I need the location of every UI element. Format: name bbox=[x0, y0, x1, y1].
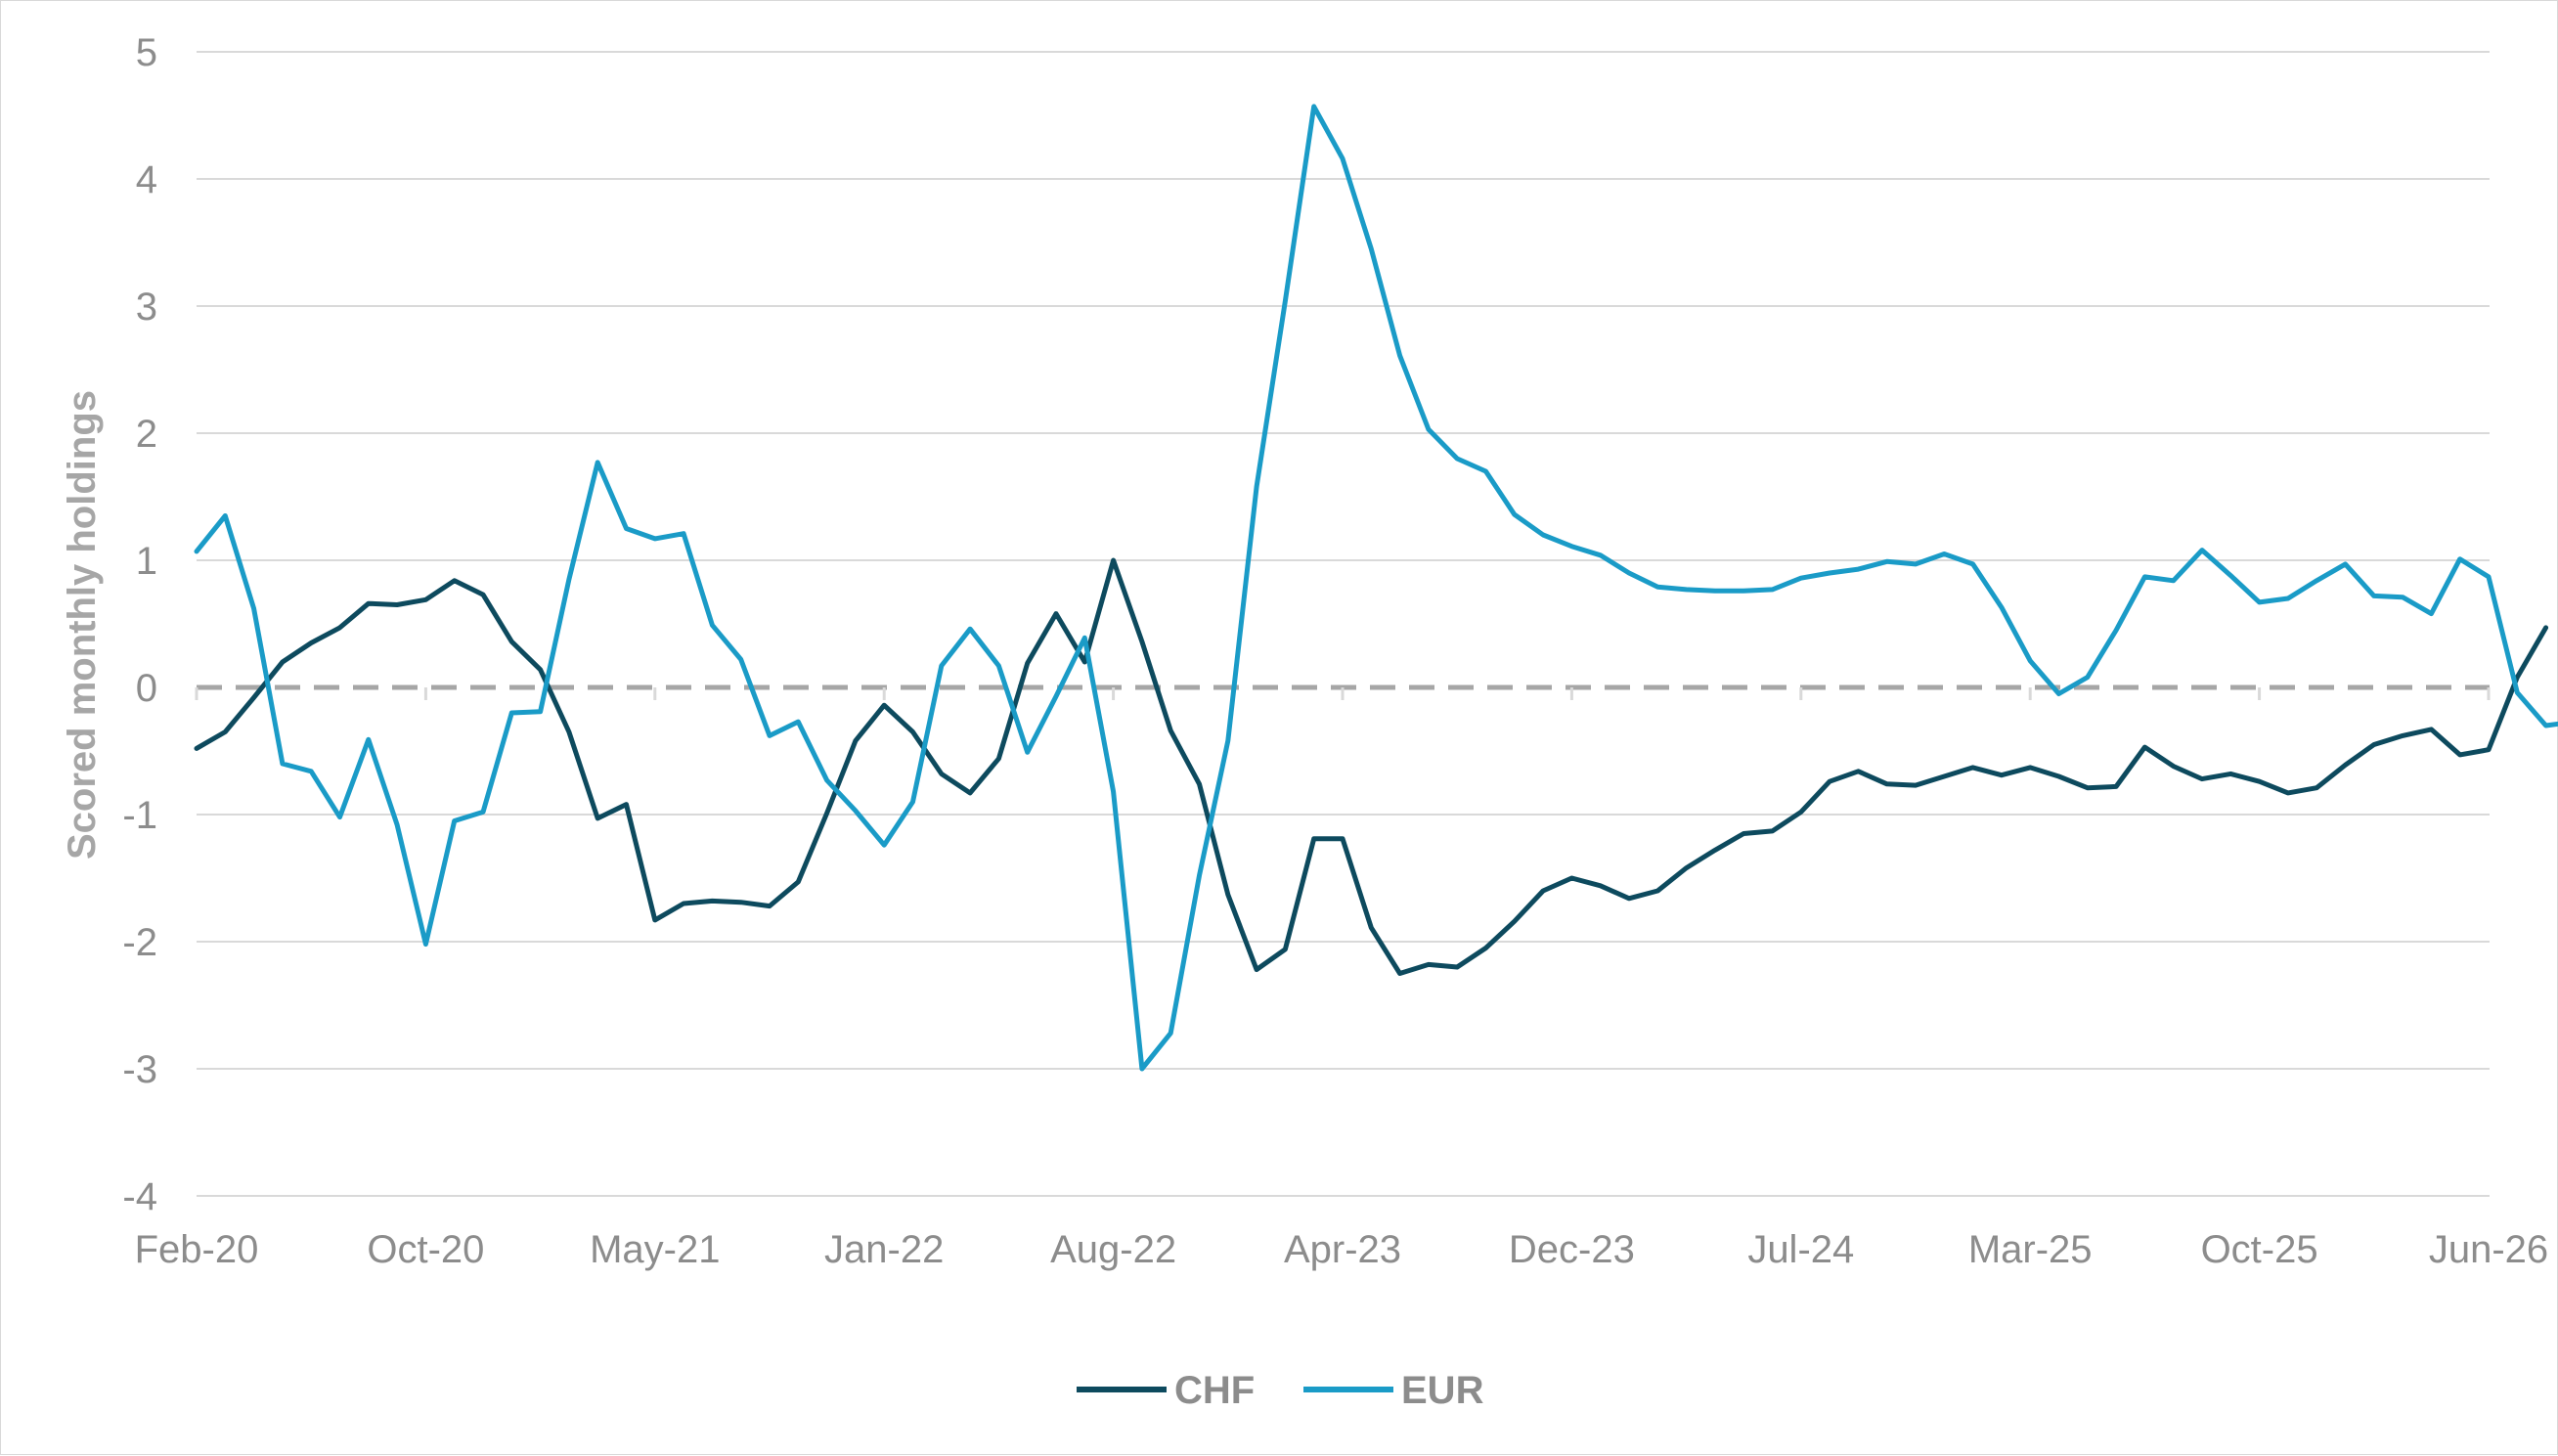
y-tick-label: 4 bbox=[136, 158, 157, 201]
y-tick-label: -3 bbox=[122, 1048, 157, 1091]
legend-label-eur: EUR bbox=[1401, 1369, 1484, 1412]
x-tick-label: Jan-22 bbox=[824, 1228, 944, 1271]
y-tick-label: 2 bbox=[136, 413, 157, 456]
x-tick-label: May-21 bbox=[590, 1228, 720, 1271]
x-tick-label: Apr-23 bbox=[1284, 1228, 1401, 1271]
x-tick-label: Dec-23 bbox=[1509, 1228, 1635, 1271]
legend-label-chf: CHF bbox=[1174, 1369, 1255, 1412]
series-lines bbox=[194, 104, 2558, 1072]
y-tick-label: 3 bbox=[136, 286, 157, 329]
y-axis-tick-labels: -4 -3 -2 -1 0 1 2 3 4 5 bbox=[122, 31, 157, 1218]
x-axis-tick-labels: Feb-20 Oct-20 May-21 Jan-22 Aug-22 Apr-23 Dec-… bbox=[135, 1228, 2549, 1271]
series-line-chf bbox=[194, 557, 2549, 976]
zero-reference-group bbox=[195, 684, 2491, 700]
y-axis-title: Scored monthly holdings bbox=[61, 390, 104, 860]
x-tick-label: Jun-26 bbox=[2429, 1228, 2548, 1271]
y-tick-label: 0 bbox=[136, 667, 157, 710]
y-tick-label: -4 bbox=[122, 1175, 157, 1218]
y-tick-label: -2 bbox=[122, 921, 157, 964]
x-tick-label: Feb-20 bbox=[135, 1228, 259, 1271]
x-tick-label: Oct-20 bbox=[367, 1228, 484, 1271]
y-tick-label: 1 bbox=[136, 540, 157, 583]
series-line-eur bbox=[194, 104, 2558, 1072]
gridlines bbox=[197, 51, 2490, 1197]
x-tick-label: Oct-25 bbox=[2201, 1228, 2318, 1271]
y-tick-label: -1 bbox=[122, 794, 157, 837]
x-tick-label: Jul-24 bbox=[1747, 1228, 1854, 1271]
y-tick-label: 5 bbox=[136, 31, 157, 74]
x-tick-label: Mar-25 bbox=[1968, 1228, 2093, 1271]
x-tick-label: Aug-22 bbox=[1050, 1228, 1176, 1271]
legend: CHF EUR bbox=[1077, 1369, 1484, 1412]
